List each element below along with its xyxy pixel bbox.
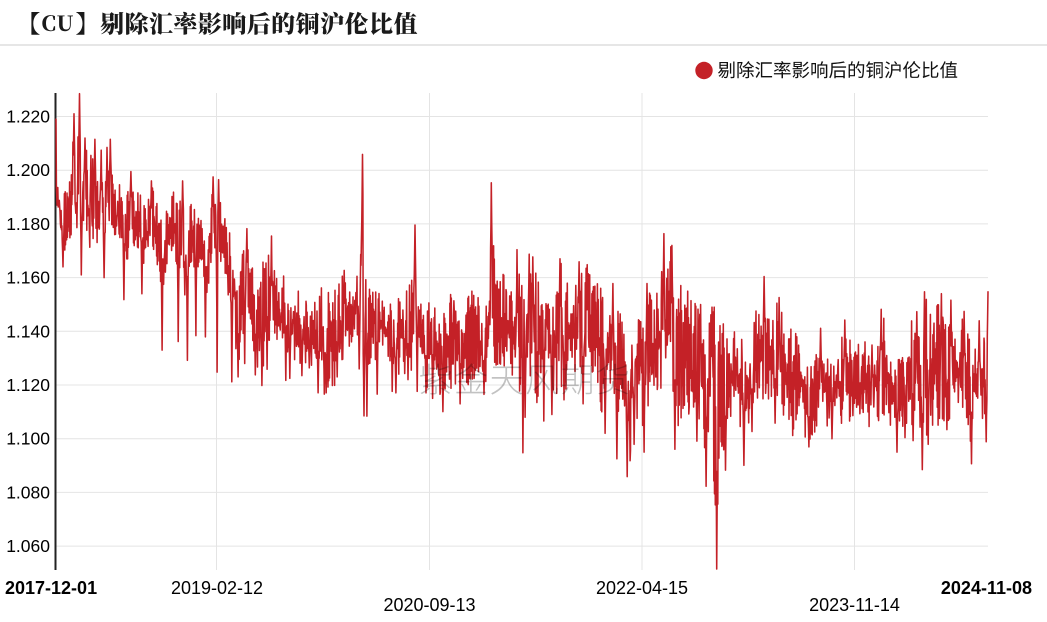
svg-text:2017-12-01: 2017-12-01 bbox=[5, 578, 97, 598]
svg-text:1.160: 1.160 bbox=[6, 268, 50, 288]
svg-text:2019-02-12: 2019-02-12 bbox=[171, 578, 263, 598]
svg-text:2023-11-14: 2023-11-14 bbox=[809, 595, 900, 615]
svg-text:1.120: 1.120 bbox=[6, 375, 50, 395]
svg-text:2022-04-15: 2022-04-15 bbox=[596, 578, 688, 598]
svg-text:1.180: 1.180 bbox=[6, 214, 50, 234]
svg-text:1.060: 1.060 bbox=[6, 536, 50, 556]
svg-text:2020-09-13: 2020-09-13 bbox=[383, 595, 475, 615]
svg-text:1.080: 1.080 bbox=[6, 482, 50, 502]
svg-text:2024-11-08: 2024-11-08 bbox=[941, 578, 1032, 598]
svg-text:1.140: 1.140 bbox=[6, 321, 50, 341]
svg-text:1.200: 1.200 bbox=[6, 160, 50, 180]
svg-text:1.220: 1.220 bbox=[6, 107, 50, 127]
svg-text:1.100: 1.100 bbox=[6, 429, 50, 449]
